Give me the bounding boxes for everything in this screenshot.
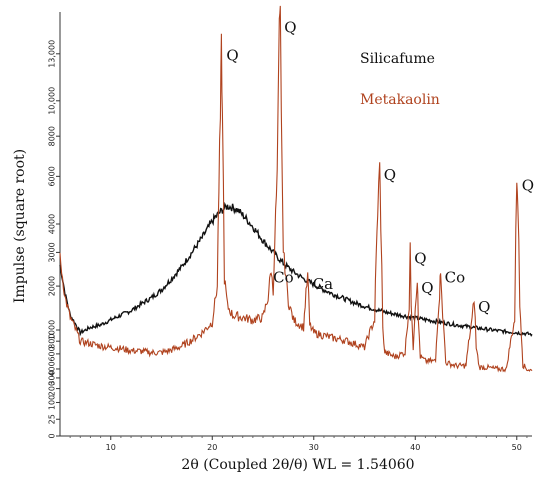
- y-tick-label: 8000: [48, 126, 57, 146]
- y-tick-label: 4000: [48, 214, 57, 234]
- y-tick-label: 800: [48, 334, 57, 349]
- peak-label: Co: [273, 268, 294, 286]
- series-layer: [59, 5, 533, 373]
- y-axis-title: Impulse (square root): [12, 149, 28, 303]
- y-tick-label: 400: [48, 361, 57, 376]
- x-tick-label: 10: [106, 443, 116, 452]
- peak-label: Q: [284, 19, 296, 37]
- peak-label: Co: [445, 268, 466, 286]
- peak-label: Q: [478, 298, 490, 316]
- y-tick-label: 300: [48, 370, 57, 385]
- y-tick-label: 600: [48, 346, 57, 361]
- y-tick-label: 25: [48, 414, 57, 424]
- series-line-metakaolin: [59, 5, 533, 373]
- series-line-silicafume: [59, 201, 533, 337]
- y-tick-label: 13,000: [48, 40, 57, 68]
- y-tick-label: 200: [48, 381, 57, 396]
- x-tick-label: 50: [512, 443, 522, 452]
- y-tick-label: 0: [48, 433, 57, 438]
- y-tick-label: 1000: [48, 320, 57, 340]
- x-tick-label: 40: [410, 443, 420, 452]
- x-axis-title: 2θ (Coupled 2θ/θ) WL = 1.54060: [181, 457, 414, 473]
- y-tick-label: 2000: [48, 276, 57, 296]
- peak-label: Ca: [313, 275, 333, 293]
- peak-label: Q: [414, 249, 426, 267]
- peak-label: Q: [384, 166, 396, 184]
- peak-label: Q: [522, 176, 534, 194]
- y-tick-label: 6000: [48, 166, 57, 186]
- y-tick-label: 100: [48, 395, 57, 410]
- peak-label: Q: [421, 279, 433, 297]
- legend-silicafume: Silicafume: [360, 51, 435, 67]
- x-tick-label: 20: [207, 443, 217, 452]
- y-tick-label: 10,000: [48, 87, 57, 115]
- x-tick-label: 30: [309, 443, 319, 452]
- y-tick-label: 3000: [48, 242, 57, 262]
- peak-label: Q: [226, 47, 238, 65]
- legend-metakaolin: Metakaolin: [360, 92, 440, 108]
